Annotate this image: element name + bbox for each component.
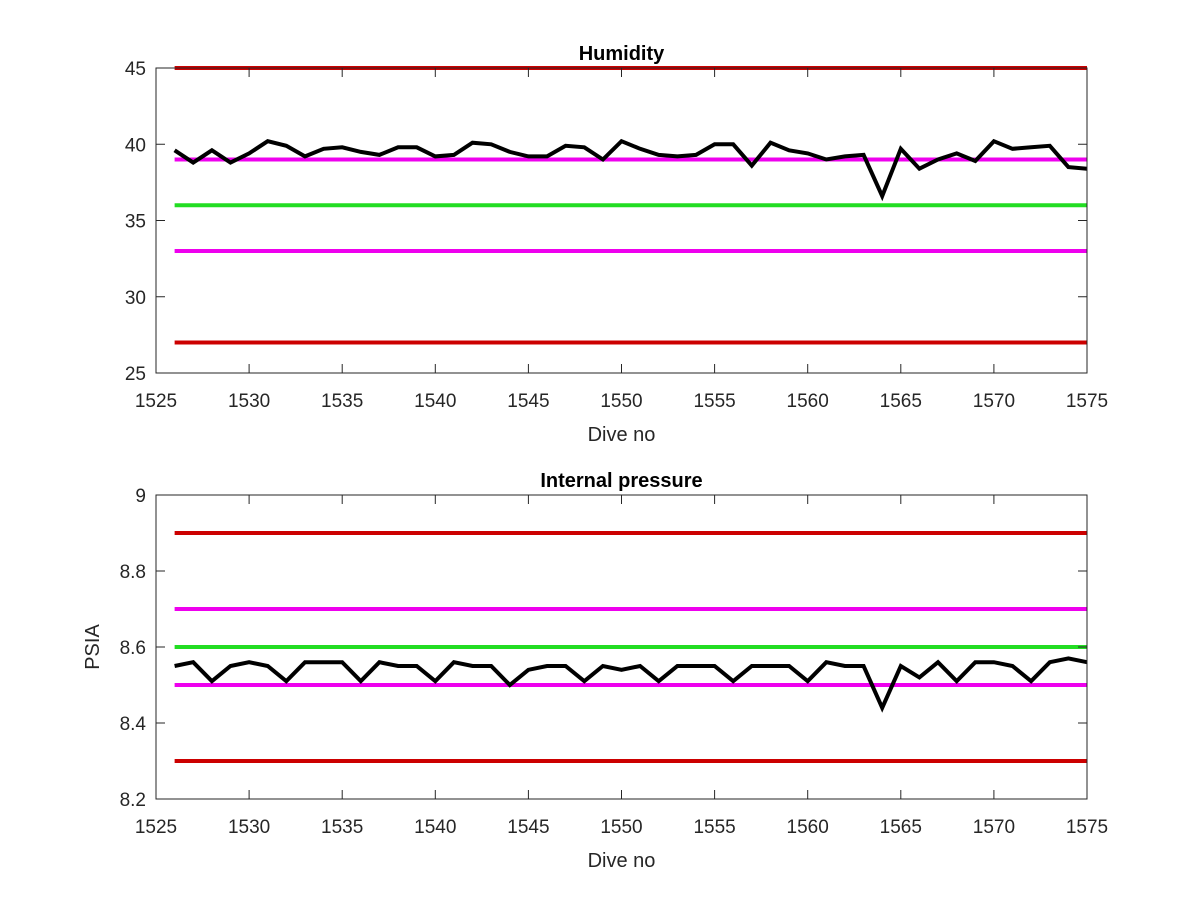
x-tick-label: 1530	[228, 391, 270, 412]
y-axis-label: PSIA	[82, 624, 104, 670]
x-tick-label: 1525	[135, 817, 177, 838]
y-tick-label: 35	[125, 212, 146, 233]
axes-panel: 1525 1530 1535 1540 1545 1550 1555 1560 1565 1570…	[125, 43, 1108, 446]
axes-box	[155, 67, 1088, 374]
series-line	[174, 656, 1088, 713]
x-tick-label: 1535	[321, 817, 363, 838]
x-tick-label: 1555	[693, 817, 735, 838]
x-tick-label: 1525	[135, 391, 177, 412]
x-tick-label: 1575	[1066, 391, 1108, 412]
y-tick-label: 8.2	[120, 790, 146, 811]
series-line	[173, 138, 1088, 202]
x-tick-label: 1540	[414, 817, 456, 838]
x-tick-label: 1530	[228, 817, 270, 838]
y-tick-label: 25	[125, 364, 146, 385]
x-tick-label: 1565	[880, 817, 922, 838]
chart-title: Humidity	[579, 43, 665, 65]
y-tick-label: 30	[125, 288, 146, 309]
x-tick-label: 1550	[600, 817, 642, 838]
x-tick-label: 1545	[507, 817, 549, 838]
x-tick-label: 1540	[414, 391, 456, 412]
x-axis-label: Dive no	[588, 850, 656, 872]
x-tick-label: 1565	[880, 391, 922, 412]
x-tick-label: 1560	[787, 817, 829, 838]
x-tick-label: 1560	[787, 391, 829, 412]
x-tick-label: 1570	[973, 391, 1015, 412]
axes-panel: 1525 1530 1535 1540 1545 1550 1555 1560 1565 1570…	[82, 470, 1108, 872]
chart-title: Internal pressure	[540, 470, 702, 492]
x-axis-label: Dive no	[588, 424, 656, 446]
y-tick-label: 45	[125, 59, 146, 80]
x-tick-label: 1570	[973, 817, 1015, 838]
x-tick-label: 1545	[507, 391, 549, 412]
y-tick-label: 9	[135, 486, 146, 507]
x-tick-label: 1535	[321, 391, 363, 412]
y-tick-label: 8.6	[120, 638, 146, 659]
x-tick-label: 1555	[693, 391, 735, 412]
y-tick-label: 40	[125, 135, 146, 156]
x-tick-label: 1550	[600, 391, 642, 412]
y-tick-label: 8.8	[120, 562, 146, 583]
y-tick-label: 8.4	[120, 714, 147, 735]
x-tick-label: 1575	[1066, 817, 1108, 838]
